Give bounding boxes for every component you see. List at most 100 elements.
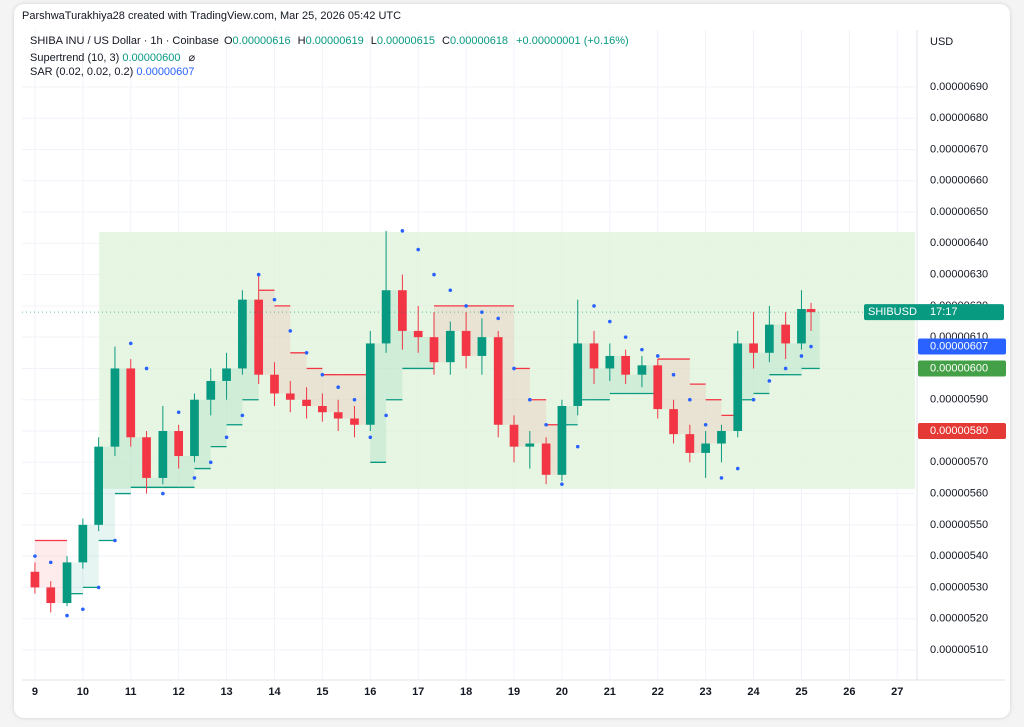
sar-dot <box>384 413 388 418</box>
y-tick-label: 0.00000590 <box>930 394 988 406</box>
x-tick-label: 26 <box>843 686 855 698</box>
sar-dot <box>751 397 756 402</box>
price-label: 0.00000600 <box>930 362 988 374</box>
indicator-name: SAR (0.02, 0.02, 0.2) <box>30 66 134 78</box>
ohlc-value: 0.00000619 <box>305 35 364 47</box>
sar-dot <box>655 354 660 358</box>
candle-body <box>270 374 279 394</box>
sar-dot <box>96 585 101 590</box>
sar-dot <box>448 288 453 293</box>
y-tick-label: 0.00000570 <box>930 456 988 468</box>
x-tick-label: 17 <box>412 686 424 698</box>
candle-body <box>333 412 343 419</box>
candle-body <box>445 330 455 363</box>
sar-dot <box>432 272 436 277</box>
supertrend-fill <box>178 456 195 488</box>
sar-dot <box>416 247 420 252</box>
candle-body <box>158 431 168 478</box>
ohlc-value: 0.00000615 <box>376 35 435 47</box>
y-tick-label: 0.00000560 <box>930 487 988 499</box>
candle-body <box>238 299 247 369</box>
sar-dot <box>799 354 804 358</box>
candle-body <box>126 368 136 438</box>
sar-dot <box>512 366 516 371</box>
price-label: 0.00000607 <box>930 340 988 352</box>
price-label-box <box>918 423 1006 440</box>
x-tick-label: 9 <box>32 686 38 698</box>
y-tick-label: 0.00000640 <box>930 237 988 249</box>
sar-dot <box>735 466 740 471</box>
candle-body <box>222 368 231 381</box>
last-price-symbol: SHIBUSD <box>868 306 917 318</box>
x-tick-label: 21 <box>604 686 616 698</box>
sar-dot <box>320 372 325 377</box>
candle-body <box>110 368 120 447</box>
supertrend-fill <box>529 399 547 444</box>
candle-body <box>62 562 72 604</box>
candle-body <box>461 330 471 356</box>
sar-dot <box>161 491 165 496</box>
price-label-box <box>918 338 1006 355</box>
x-tick-label: 27 <box>891 686 903 698</box>
candle-body <box>557 405 567 475</box>
symbol: SHIBA INU / US Dollar · 1h · Coinbase <box>30 35 219 47</box>
y-tick-label: 0.00000540 <box>930 550 988 562</box>
candle-body <box>285 393 295 400</box>
sar-dot <box>208 460 213 465</box>
x-tick-label: 22 <box>652 686 664 698</box>
sar-dot <box>480 310 484 314</box>
price-label-box <box>918 360 1006 377</box>
sar-dot <box>128 341 133 346</box>
candle-body <box>717 431 726 444</box>
candle-body <box>318 405 327 413</box>
supertrend-fill <box>811 312 820 369</box>
candle-body <box>350 418 359 425</box>
x-tick-label: 10 <box>77 686 89 698</box>
candle-body <box>605 355 615 369</box>
sar-dot <box>719 476 724 480</box>
candle-body <box>142 437 151 478</box>
x-tick-label: 19 <box>508 686 520 698</box>
candle-body <box>525 443 535 447</box>
supertrend-fill <box>146 477 163 488</box>
x-tick-label: 13 <box>220 686 232 698</box>
last-price-countdown: 17:17 <box>930 306 958 318</box>
candle-body <box>701 443 710 453</box>
candle-body <box>509 424 519 447</box>
sar-dot <box>640 347 644 352</box>
sar-dot <box>352 397 357 402</box>
sar-dot <box>81 607 85 612</box>
sar-dot <box>400 229 405 233</box>
supertrend-fill <box>306 368 323 406</box>
sar-dot <box>671 372 676 377</box>
y-tick-label: 0.00000650 <box>930 206 988 218</box>
ohlc-key: O <box>223 35 233 47</box>
ohlc-value: 0.00000618 <box>449 35 509 47</box>
candle-body <box>781 324 790 344</box>
sar-dot <box>544 422 548 427</box>
legend-main: SHIBA INU / US Dollar · 1h · Coinbase O 0… <box>30 35 634 47</box>
range-box <box>99 232 915 489</box>
sar-dot <box>368 435 373 440</box>
indicator-value: 0.00000607 <box>136 66 195 78</box>
y-tick-label: 0.00000670 <box>930 143 988 155</box>
sar-dot <box>240 413 245 418</box>
supertrend-fill <box>402 330 419 369</box>
supertrend-fill <box>450 305 467 331</box>
candle-body <box>413 330 423 338</box>
candle-body <box>429 337 439 363</box>
candle-body <box>669 409 678 435</box>
candle-body <box>78 524 88 563</box>
sar-dot <box>256 272 261 277</box>
sar-dot <box>224 435 229 440</box>
candle-body <box>653 365 663 410</box>
y-tick-label: 0.00000630 <box>930 269 988 281</box>
y-tick-label: 0.00000550 <box>930 519 988 531</box>
sar-dot <box>48 560 53 565</box>
candle-body <box>190 399 199 457</box>
candle-body <box>381 290 391 344</box>
sar-dot <box>688 397 692 402</box>
candle-body <box>589 343 599 369</box>
x-tick-label: 15 <box>316 686 328 698</box>
supertrend-fill <box>625 374 642 394</box>
